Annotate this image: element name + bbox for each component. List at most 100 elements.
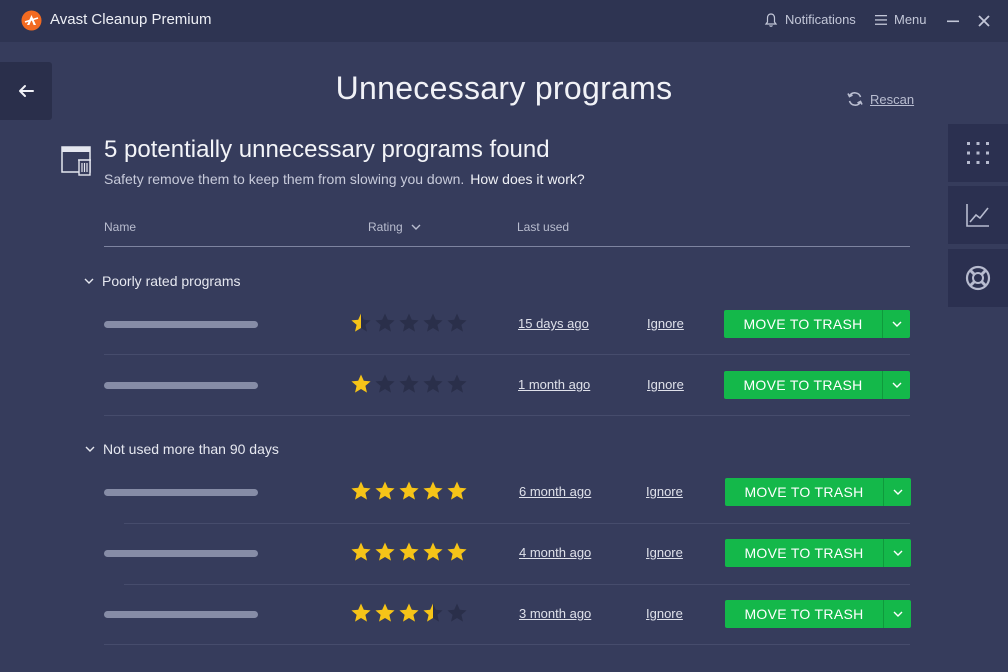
refresh-icon	[847, 92, 863, 106]
program-name-placeholder	[104, 550, 258, 557]
move-to-trash-button[interactable]: MOVE TO TRASH	[725, 600, 911, 628]
group-toggle-poorly-rated[interactable]: Poorly rated programs	[84, 273, 241, 289]
star-icon	[351, 603, 371, 622]
row-divider	[104, 644, 910, 645]
last-used-link[interactable]: 6 month ago	[519, 484, 592, 499]
app-title: Avast Cleanup Premium	[50, 11, 212, 28]
trash-options-dropdown[interactable]	[882, 310, 910, 338]
move-to-trash-label: MOVE TO TRASH	[744, 606, 864, 622]
star-icon	[399, 481, 419, 500]
chevron-down-icon	[84, 278, 94, 284]
row-divider	[104, 354, 910, 355]
move-to-trash-label: MOVE TO TRASH	[743, 316, 863, 332]
program-name-placeholder	[104, 382, 258, 389]
star-icon	[375, 313, 395, 332]
summary-subtitle-text: Safety remove them to keep them from slo…	[104, 171, 465, 187]
notifications-button[interactable]: Notifications	[785, 12, 856, 27]
last-used-link[interactable]: 1 month ago	[518, 377, 591, 392]
sidebar-tab-grid[interactable]	[948, 124, 1008, 182]
trash-options-dropdown[interactable]	[883, 478, 911, 506]
star-rating	[350, 602, 468, 624]
star-icon	[375, 374, 395, 393]
last-used-link[interactable]: 4 month ago	[519, 545, 592, 560]
programs-trash-icon	[61, 146, 91, 176]
star-icon	[447, 374, 467, 393]
move-to-trash-button[interactable]: MOVE TO TRASH	[724, 310, 910, 338]
sidebar-tab-help[interactable]	[948, 249, 1008, 307]
summary-heading: 5 potentially unnecessary programs found	[104, 136, 550, 163]
column-header-rating[interactable]: Rating	[368, 220, 421, 234]
column-header-name[interactable]: Name	[104, 220, 137, 234]
sidebar-tab-performance[interactable]	[948, 186, 1008, 244]
star-icon	[399, 313, 419, 332]
ignore-link[interactable]: Ignore	[646, 545, 683, 560]
close-icon[interactable]	[976, 13, 992, 29]
star-icon	[423, 603, 443, 622]
star-icon	[447, 603, 467, 622]
avast-logo-icon	[21, 10, 42, 31]
back-button[interactable]	[0, 62, 52, 120]
rescan-label: Rescan	[870, 91, 915, 107]
star-icon	[423, 481, 443, 500]
group-label: Poorly rated programs	[102, 273, 241, 289]
star-icon	[447, 313, 467, 332]
chart-icon	[966, 204, 989, 227]
ignore-link[interactable]: Ignore	[647, 377, 684, 392]
star-rating	[350, 373, 468, 395]
star-rating	[350, 480, 468, 502]
chevron-down-icon	[893, 611, 902, 617]
last-used-link[interactable]: 3 month ago	[519, 606, 592, 621]
header-divider	[104, 246, 910, 247]
star-icon	[375, 603, 395, 622]
page-title: Unnecessary programs	[335, 70, 673, 106]
star-icon	[351, 481, 371, 500]
star-icon	[447, 481, 467, 500]
row-divider	[124, 584, 910, 585]
column-header-last-used[interactable]: Last used	[517, 220, 570, 234]
arrow-left-icon	[19, 85, 34, 97]
move-to-trash-label: MOVE TO TRASH	[743, 377, 863, 393]
star-icon	[423, 374, 443, 393]
star-icon	[399, 374, 419, 393]
star-icon	[399, 603, 419, 622]
star-icon	[423, 313, 443, 332]
chevron-down-icon	[411, 224, 421, 230]
menu-button[interactable]: Menu	[894, 12, 927, 27]
chevron-down-icon	[893, 489, 902, 495]
row-divider	[124, 523, 910, 524]
move-to-trash-button[interactable]: MOVE TO TRASH	[725, 478, 911, 506]
row-divider	[104, 415, 910, 416]
how-does-it-work-link[interactable]: How does it work?	[470, 171, 585, 187]
move-to-trash-label: MOVE TO TRASH	[744, 545, 864, 561]
star-icon	[399, 542, 419, 561]
rescan-button[interactable]: Rescan	[846, 90, 914, 108]
summary-subtitle: Safety remove them to keep them from slo…	[104, 171, 585, 187]
ignore-link[interactable]: Ignore	[646, 606, 683, 621]
star-icon	[375, 481, 395, 500]
lifebuoy-icon	[965, 265, 991, 291]
star-icon	[447, 542, 467, 561]
minimize-icon[interactable]	[945, 13, 961, 29]
move-to-trash-button[interactable]: MOVE TO TRASH	[725, 539, 911, 567]
move-to-trash-button[interactable]: MOVE TO TRASH	[724, 371, 910, 399]
hamburger-icon[interactable]	[873, 12, 889, 28]
trash-options-dropdown[interactable]	[883, 539, 911, 567]
grid-icon	[967, 142, 989, 164]
last-used-link[interactable]: 15 days ago	[518, 316, 589, 331]
group-label: Not used more than 90 days	[103, 441, 279, 457]
title-bar: Avast Cleanup Premium Notifications Menu	[0, 0, 1008, 42]
ignore-link[interactable]: Ignore	[647, 316, 684, 331]
trash-options-dropdown[interactable]	[883, 600, 911, 628]
group-toggle-not-used[interactable]: Not used more than 90 days	[85, 441, 279, 457]
trash-options-dropdown[interactable]	[882, 371, 910, 399]
star-icon	[351, 374, 371, 393]
program-name-placeholder	[104, 489, 258, 496]
star-rating	[350, 541, 468, 563]
chevron-down-icon	[892, 321, 901, 327]
chevron-down-icon	[85, 446, 95, 452]
star-icon	[351, 542, 371, 561]
move-to-trash-label: MOVE TO TRASH	[744, 484, 864, 500]
ignore-link[interactable]: Ignore	[646, 484, 683, 499]
star-icon	[351, 313, 371, 332]
bell-icon[interactable]	[763, 12, 779, 28]
